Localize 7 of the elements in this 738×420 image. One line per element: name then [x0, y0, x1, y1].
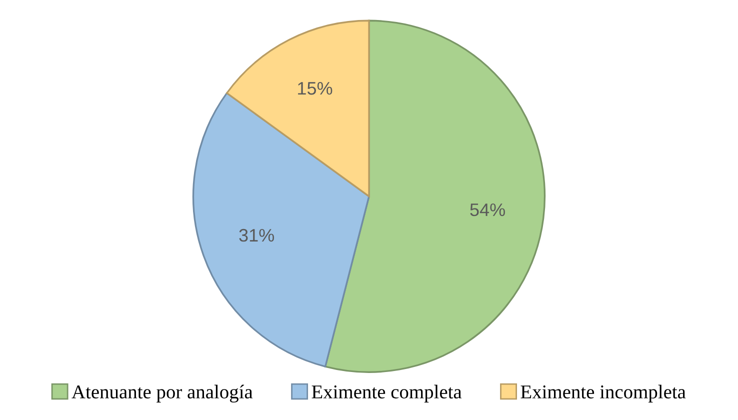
legend-label: Eximente completa	[312, 384, 462, 402]
data-label: 31%	[239, 228, 274, 242]
data-label: 54%	[470, 203, 505, 216]
data-label: 15%	[298, 82, 332, 95]
pie-slice	[226, 20, 370, 198]
legend-label: Eximente incompleta	[520, 384, 686, 402]
legend-label: Atenuante por analogía	[72, 384, 253, 402]
